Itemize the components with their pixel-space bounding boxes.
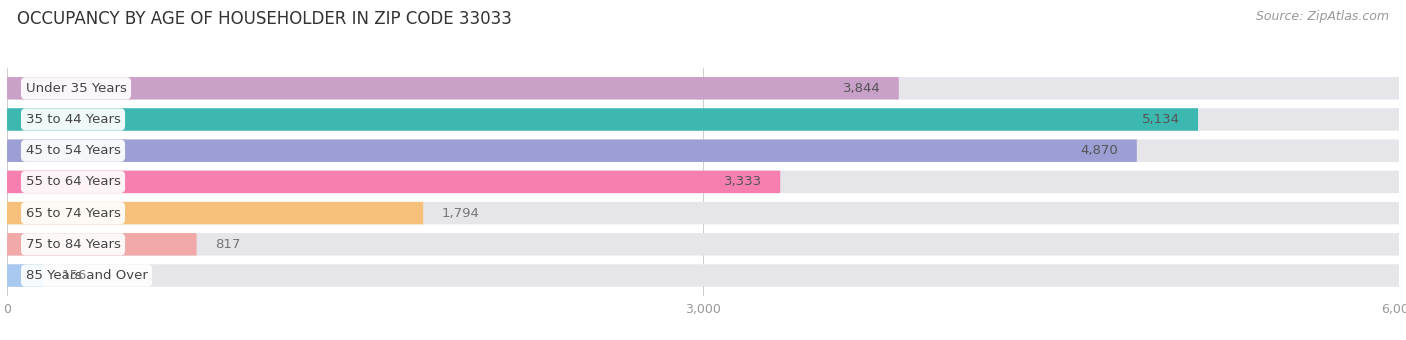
FancyBboxPatch shape xyxy=(7,233,1399,256)
FancyBboxPatch shape xyxy=(7,171,1399,193)
Text: Under 35 Years: Under 35 Years xyxy=(25,82,127,95)
FancyBboxPatch shape xyxy=(7,202,423,224)
FancyBboxPatch shape xyxy=(7,77,1399,100)
Text: 35 to 44 Years: 35 to 44 Years xyxy=(25,113,121,126)
Text: 85 Years and Over: 85 Years and Over xyxy=(25,269,148,282)
FancyBboxPatch shape xyxy=(7,202,1399,224)
Text: 5,134: 5,134 xyxy=(1142,113,1180,126)
Text: 45 to 54 Years: 45 to 54 Years xyxy=(25,144,121,157)
FancyBboxPatch shape xyxy=(7,77,898,100)
Text: 3,844: 3,844 xyxy=(842,82,880,95)
Text: 75 to 84 Years: 75 to 84 Years xyxy=(25,238,121,251)
FancyBboxPatch shape xyxy=(7,233,197,256)
Text: 4,870: 4,870 xyxy=(1081,144,1118,157)
Text: 65 to 74 Years: 65 to 74 Years xyxy=(25,207,121,220)
Text: Source: ZipAtlas.com: Source: ZipAtlas.com xyxy=(1256,10,1389,23)
FancyBboxPatch shape xyxy=(7,139,1137,162)
Text: 156: 156 xyxy=(62,269,87,282)
Text: OCCUPANCY BY AGE OF HOUSEHOLDER IN ZIP CODE 33033: OCCUPANCY BY AGE OF HOUSEHOLDER IN ZIP C… xyxy=(17,10,512,28)
FancyBboxPatch shape xyxy=(7,139,1399,162)
FancyBboxPatch shape xyxy=(7,264,1399,287)
FancyBboxPatch shape xyxy=(7,108,1399,131)
FancyBboxPatch shape xyxy=(7,171,780,193)
Text: 55 to 64 Years: 55 to 64 Years xyxy=(25,175,121,188)
FancyBboxPatch shape xyxy=(7,264,44,287)
Text: 817: 817 xyxy=(215,238,240,251)
Text: 1,794: 1,794 xyxy=(441,207,479,220)
Text: 3,333: 3,333 xyxy=(724,175,762,188)
FancyBboxPatch shape xyxy=(7,108,1198,131)
